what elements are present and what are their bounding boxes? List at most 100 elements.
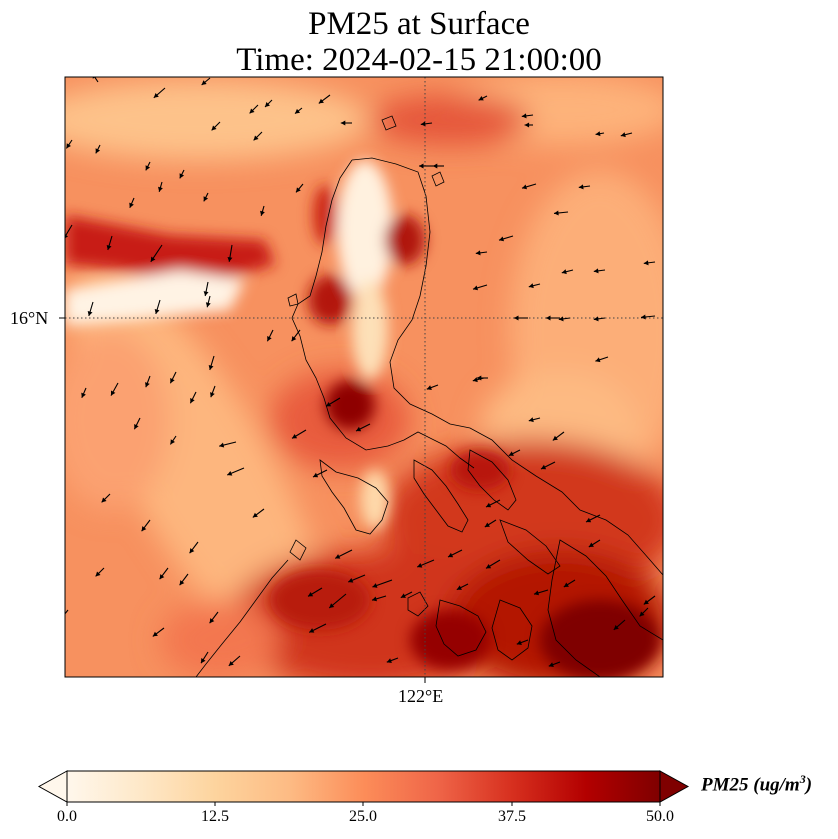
colorbar-tick-label: 25.0 <box>349 808 377 825</box>
wind-arrow-head <box>420 121 426 127</box>
wind-arrow-head <box>189 548 195 554</box>
wind-arrow-head <box>554 210 559 216</box>
colorbar-tick-label: 37.5 <box>498 808 526 825</box>
wind-arrow-head <box>326 401 332 407</box>
wind-arrow-head <box>620 132 626 138</box>
wind-arrow-head <box>203 196 209 202</box>
wind-arrow-head <box>179 173 185 179</box>
wind-arrow-head <box>400 593 406 598</box>
wind-arrow-head <box>308 591 314 597</box>
wind-arrow-head <box>95 571 101 577</box>
wind-arrow-head <box>348 577 354 583</box>
wind-arrow-head <box>356 426 362 432</box>
wind-arrow-head <box>228 660 234 666</box>
wind-arrow-head <box>209 618 215 624</box>
wind-arrow-head <box>134 424 139 430</box>
wind-arrow-head <box>65 234 69 239</box>
wind-arrow-head <box>561 269 567 275</box>
wind-vectors <box>57 77 656 667</box>
wind-arrow-head <box>335 554 341 559</box>
wind-arrow-head <box>227 470 233 476</box>
wind-arrow-head <box>260 210 265 216</box>
wind-arrow-shaft <box>94 77 99 83</box>
colorbar-tick-label: 50.0 <box>646 808 674 825</box>
wind-arrow-head <box>313 472 319 478</box>
wind-arrow-head <box>417 562 423 568</box>
map-title-line1: PM25 at Surface <box>308 6 530 42</box>
lon-tick-label: 122°E <box>398 686 444 706</box>
colorbar <box>37 770 690 806</box>
wind-arrow-head <box>386 658 392 663</box>
wind-arrow-head <box>586 517 592 523</box>
wind-arrow-head <box>81 392 86 398</box>
wind-arrow-head <box>253 135 259 141</box>
wind-arrow-head <box>552 435 558 441</box>
wind-arrow-head <box>643 599 649 605</box>
wind-arrow-head <box>252 512 258 518</box>
wind-arrow-head <box>208 364 214 370</box>
colorbar-tick-label: 0.0 <box>57 808 77 825</box>
wind-arrow-head <box>456 585 462 590</box>
wind-arrow-head <box>87 310 93 316</box>
wind-arrow-head <box>205 302 211 308</box>
wind-arrow-shaft <box>65 609 69 615</box>
wind-arrow-head <box>548 662 554 667</box>
wind-arrow-head <box>613 624 619 630</box>
wind-arrow-head <box>227 256 233 262</box>
wind-arrow-head <box>101 497 107 503</box>
wind-arrow-head <box>158 186 163 192</box>
wind-arrow-head <box>153 92 159 98</box>
wind-arrow-head <box>514 315 519 321</box>
wind-arrow-head <box>475 250 481 256</box>
wind-arrow-head <box>291 336 297 342</box>
wind-arrow-head <box>150 256 156 262</box>
wind-arrow-head <box>249 108 255 114</box>
wind-arrow-head <box>95 148 101 154</box>
wind-arrow-head <box>66 143 71 149</box>
wind-arrow-head <box>534 590 540 596</box>
map-frame <box>64 76 664 678</box>
wind-arrow-head <box>372 583 378 588</box>
colorbar-extend-low <box>37 770 68 803</box>
colorbar-label: PM25 (ug/m3) <box>701 772 812 796</box>
wind-arrow-head <box>432 163 438 169</box>
wind-arrow-head <box>340 120 346 126</box>
wind-arrow-head <box>478 95 484 101</box>
wind-arrow-head <box>203 291 209 296</box>
wind-arrow-head <box>295 108 301 114</box>
wind-arrow-head <box>593 268 599 274</box>
wind-arrow-head <box>595 131 601 137</box>
colorbar-label-close: ) <box>805 774 813 796</box>
wind-arrow-head <box>516 640 522 645</box>
pm25-field <box>65 77 663 677</box>
wind-arrow-head <box>546 315 551 321</box>
wind-arrow-head <box>508 451 514 456</box>
wind-arrow-head <box>528 417 534 423</box>
wind-arrow-head <box>558 316 564 322</box>
wind-arrow-head <box>201 658 206 664</box>
wind-arrow-head <box>486 502 492 508</box>
wind-arrow-head <box>57 619 62 624</box>
wind-arrow-head <box>473 285 479 291</box>
wind-arrow-head <box>563 582 569 587</box>
wind-arrow-head <box>141 526 147 532</box>
wind-arrow-head <box>641 314 646 320</box>
wind-arrow-head <box>111 390 116 396</box>
wind-arrow-shaft <box>65 224 73 238</box>
wind-arrow-head <box>643 260 649 266</box>
wind-arrow-head <box>211 125 217 131</box>
wind-arrow-head <box>521 113 527 119</box>
wind-arrow-head <box>486 563 492 569</box>
wind-arrow-head <box>159 574 165 580</box>
wind-arrow-head <box>152 631 158 637</box>
wind-arrow-head <box>219 442 225 448</box>
wind-arrow-head <box>448 552 454 558</box>
wind-arrow-head <box>210 392 215 398</box>
wind-arrow-head <box>265 102 270 107</box>
wind-arrow-head <box>593 316 599 322</box>
wind-arrow-head <box>154 308 160 314</box>
wind-arrow-head <box>476 375 482 381</box>
wind-arrow-head <box>639 611 645 617</box>
wind-arrow-head <box>129 202 134 208</box>
